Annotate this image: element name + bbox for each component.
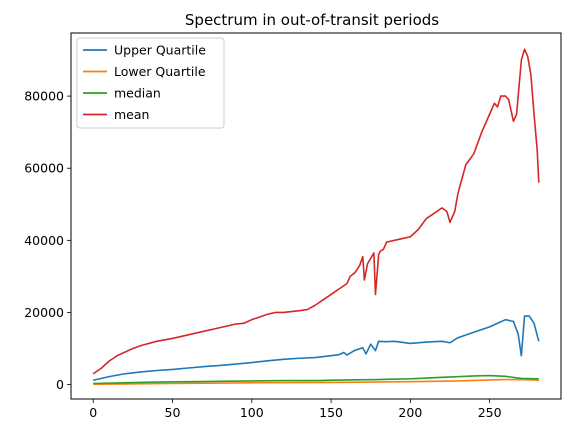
- legend-label: Lower Quartile: [114, 64, 206, 79]
- legend: Upper Quartile Lower Quartile median mean: [77, 38, 224, 128]
- y-tick-label: 20000: [24, 305, 64, 320]
- chart-title: Spectrum in out-of-transit periods: [185, 11, 439, 29]
- legend-label: median: [114, 86, 161, 101]
- x-tick-label: 200: [398, 405, 422, 420]
- y-tick-label: 0: [56, 377, 64, 392]
- y-tick-label: 60000: [24, 161, 64, 176]
- legend-label: Upper Quartile: [114, 43, 206, 58]
- legend-label: mean: [114, 107, 149, 122]
- y-tick-label: 40000: [24, 233, 64, 248]
- y-tick-label: 80000: [24, 89, 64, 104]
- x-tick-label: 100: [240, 405, 264, 420]
- x-tick-label: 250: [478, 405, 502, 420]
- x-tick-label: 0: [89, 405, 97, 420]
- x-tick-label: 150: [319, 405, 343, 420]
- x-tick-label: 50: [165, 405, 181, 420]
